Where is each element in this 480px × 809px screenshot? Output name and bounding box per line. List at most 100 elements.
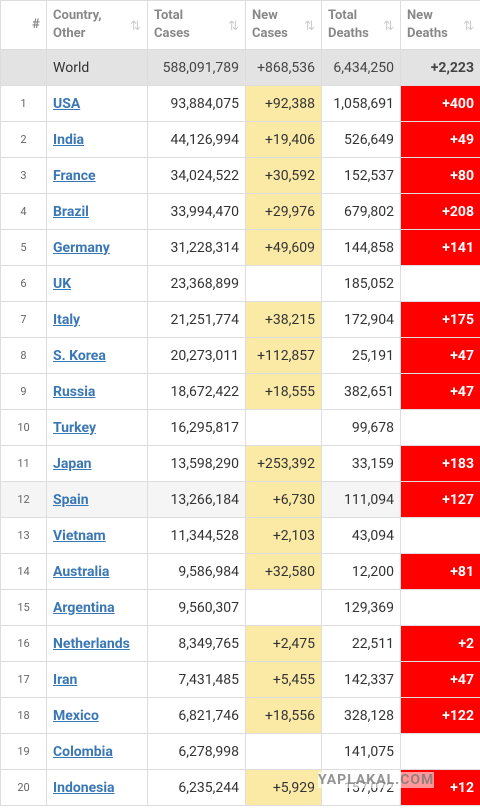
cell: 93,884,075 (147, 85, 246, 122)
cell: 16,295,817 (147, 409, 246, 446)
column-header[interactable]: Country, Other (46, 0, 148, 50)
column-header[interactable]: New Deaths (400, 0, 480, 50)
cell: 6 (0, 265, 47, 302)
country-link[interactable]: USA (53, 95, 81, 112)
cell: 6,434,250 (321, 49, 401, 86)
cell: 4 (0, 193, 47, 230)
country-link[interactable]: Colombia (53, 743, 113, 760)
cell: +400 (400, 85, 480, 122)
cell: +6,730 (245, 481, 322, 518)
cell: 9,586,984 (147, 553, 246, 590)
cell: 19 (0, 733, 47, 770)
cell: +141 (400, 229, 480, 266)
cell: 111,094 (321, 481, 401, 518)
cell: India (46, 121, 148, 158)
cell: 142,337 (321, 661, 401, 698)
column-header: # (0, 0, 47, 50)
country-link[interactable]: Netherlands (53, 635, 130, 652)
country-link[interactable]: India (53, 131, 85, 148)
cell: +5,929 (245, 769, 322, 806)
cell: Iran (46, 661, 148, 698)
cell: Netherlands (46, 625, 148, 662)
country-link[interactable]: Germany (53, 239, 110, 256)
country-link[interactable]: S. Korea (53, 347, 106, 364)
cell: 526,649 (321, 121, 401, 158)
cell: 8,349,765 (147, 625, 246, 662)
cell: 20,273,011 (147, 337, 246, 374)
cell (245, 733, 322, 770)
cell: +19,406 (245, 121, 322, 158)
country-link[interactable]: France (53, 167, 96, 184)
cell (245, 589, 322, 626)
cell (400, 517, 480, 554)
country-link[interactable]: Turkey (53, 419, 96, 436)
cell: 3 (0, 157, 47, 194)
country-link[interactable]: UK (53, 275, 72, 292)
cell: 185,052 (321, 265, 401, 302)
country-link[interactable]: Indonesia (53, 779, 115, 796)
cell: +868,536 (245, 49, 322, 86)
cell: 22,511 (321, 625, 401, 662)
cell (0, 49, 47, 86)
country-link[interactable]: Mexico (53, 707, 99, 724)
country-link[interactable]: Spain (53, 491, 89, 508)
table-row: 11 Japan 13,598,290 +253,392 33,159 +183 (0, 445, 480, 482)
cell: 12,200 (321, 553, 401, 590)
cell: 43,094 (321, 517, 401, 554)
cell: +92,388 (245, 85, 322, 122)
cell: +18,555 (245, 373, 322, 410)
country-link[interactable]: Iran (53, 671, 78, 688)
header-label: # (32, 17, 40, 32)
cell: +32,580 (245, 553, 322, 590)
header-label: Country, Other (53, 8, 102, 41)
cell (400, 409, 480, 446)
cell: 10 (0, 409, 47, 446)
table-row: 8 S. Korea 20,273,011 +112,857 25,191 +47 (0, 337, 480, 374)
cell: France (46, 157, 148, 194)
cell: Colombia (46, 733, 148, 770)
cell: 6,235,244 (147, 769, 246, 806)
column-header[interactable]: New Cases (245, 0, 322, 50)
table-row: World 588,091,789 +868,536 6,434,250 +2,223 (0, 49, 480, 86)
table-row: 6 UK 23,368,899 185,052 (0, 265, 480, 302)
cell: Turkey (46, 409, 148, 446)
country-link[interactable]: Brazil (53, 203, 89, 220)
cell: +253,392 (245, 445, 322, 482)
table-row: 12 Spain 13,266,184 +6,730 111,094 +127 (0, 481, 480, 518)
table-row: 19 Colombia 6,278,998 141,075 (0, 733, 480, 770)
cell (400, 733, 480, 770)
cell (400, 589, 480, 626)
cell: 588,091,789 (147, 49, 246, 86)
cell: World (46, 49, 148, 86)
cell: 25,191 (321, 337, 401, 374)
cell: +29,976 (245, 193, 322, 230)
cell: +2,103 (245, 517, 322, 554)
cell: 99,678 (321, 409, 401, 446)
cell: 1,058,691 (321, 85, 401, 122)
country-link[interactable]: Russia (53, 383, 96, 400)
country-link[interactable]: Japan (53, 455, 92, 472)
country-link[interactable]: Vietnam (53, 527, 106, 544)
cell: 13,598,290 (147, 445, 246, 482)
country-link[interactable]: Argentina (53, 599, 115, 616)
cell: 23,368,899 (147, 265, 246, 302)
table-row: 3 France 34,024,522 +30,592 152,537 +80 (0, 157, 480, 194)
cell: +208 (400, 193, 480, 230)
table-row: 5 Germany 31,228,314 +49,609 144,858 +141 (0, 229, 480, 266)
cell: +81 (400, 553, 480, 590)
table-row: 1 USA 93,884,075 +92,388 1,058,691 +400 (0, 85, 480, 122)
country-link[interactable]: Australia (53, 563, 110, 580)
cell: 14 (0, 553, 47, 590)
column-header[interactable]: Total Cases (147, 0, 246, 50)
table-row: 7 Italy 21,251,774 +38,215 172,904 +175 (0, 301, 480, 338)
cell: +122 (400, 697, 480, 734)
column-header[interactable]: Total Deaths (321, 0, 401, 50)
cell: 144,858 (321, 229, 401, 266)
cell (400, 265, 480, 302)
cell: Argentina (46, 589, 148, 626)
cell: 7 (0, 301, 47, 338)
cell: 8 (0, 337, 47, 374)
country-link[interactable]: Italy (53, 311, 81, 328)
table-row: 9 Russia 18,672,422 +18,555 382,651 +47 (0, 373, 480, 410)
